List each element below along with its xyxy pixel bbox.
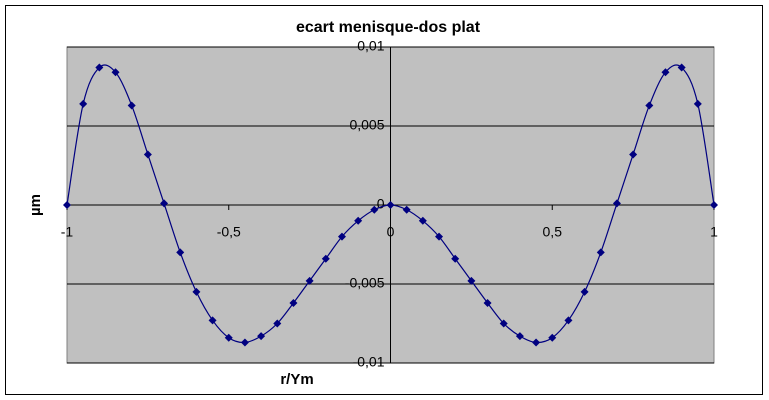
- marker: [483, 298, 492, 307]
- marker: [337, 232, 346, 241]
- marker: [596, 248, 605, 257]
- marker: [386, 201, 395, 209]
- marker: [580, 287, 589, 296]
- marker: [305, 276, 314, 285]
- marker: [273, 319, 282, 328]
- marker: [693, 99, 702, 108]
- marker: [240, 338, 249, 347]
- marker: [79, 99, 88, 108]
- y-tick-label: 0,005: [349, 117, 384, 133]
- marker: [354, 216, 363, 225]
- marker: [160, 199, 169, 208]
- marker: [95, 63, 104, 72]
- marker: [499, 319, 508, 328]
- marker: [629, 150, 638, 159]
- marker: [63, 201, 71, 209]
- marker: [548, 333, 557, 342]
- marker: [418, 216, 427, 225]
- marker: [612, 199, 621, 208]
- marker: [208, 316, 217, 325]
- x-tick-label: 0,5: [543, 224, 563, 240]
- marker: [289, 298, 298, 307]
- marker: [467, 276, 476, 285]
- marker: [127, 101, 136, 110]
- marker: [111, 68, 120, 77]
- marker: [515, 332, 524, 341]
- marker: [224, 333, 233, 342]
- marker: [710, 201, 718, 209]
- x-tick-label: -0,5: [217, 224, 241, 240]
- marker: [402, 205, 411, 214]
- y-tick-label: -0,005: [345, 275, 385, 291]
- marker: [435, 232, 444, 241]
- x-axis-label: r/Ym: [280, 371, 313, 388]
- y-tick-label: 0,01: [357, 38, 384, 54]
- marker: [176, 248, 185, 257]
- y-tick-label: -0,01: [353, 354, 385, 370]
- x-tick-label: -1: [61, 224, 74, 240]
- marker: [661, 68, 670, 77]
- marker: [677, 63, 686, 72]
- marker: [532, 338, 541, 347]
- marker: [451, 254, 460, 263]
- y-axis-label: µm: [27, 194, 44, 216]
- chart-title: ecart menisque-dos plat: [296, 19, 481, 36]
- y-tick-label: 0: [377, 196, 385, 212]
- marker: [321, 254, 330, 263]
- marker: [192, 287, 201, 296]
- marker: [257, 332, 266, 341]
- marker: [370, 205, 379, 214]
- marker: [143, 150, 152, 159]
- x-tick-label: 1: [710, 224, 718, 240]
- marker: [645, 101, 654, 110]
- marker: [564, 316, 573, 325]
